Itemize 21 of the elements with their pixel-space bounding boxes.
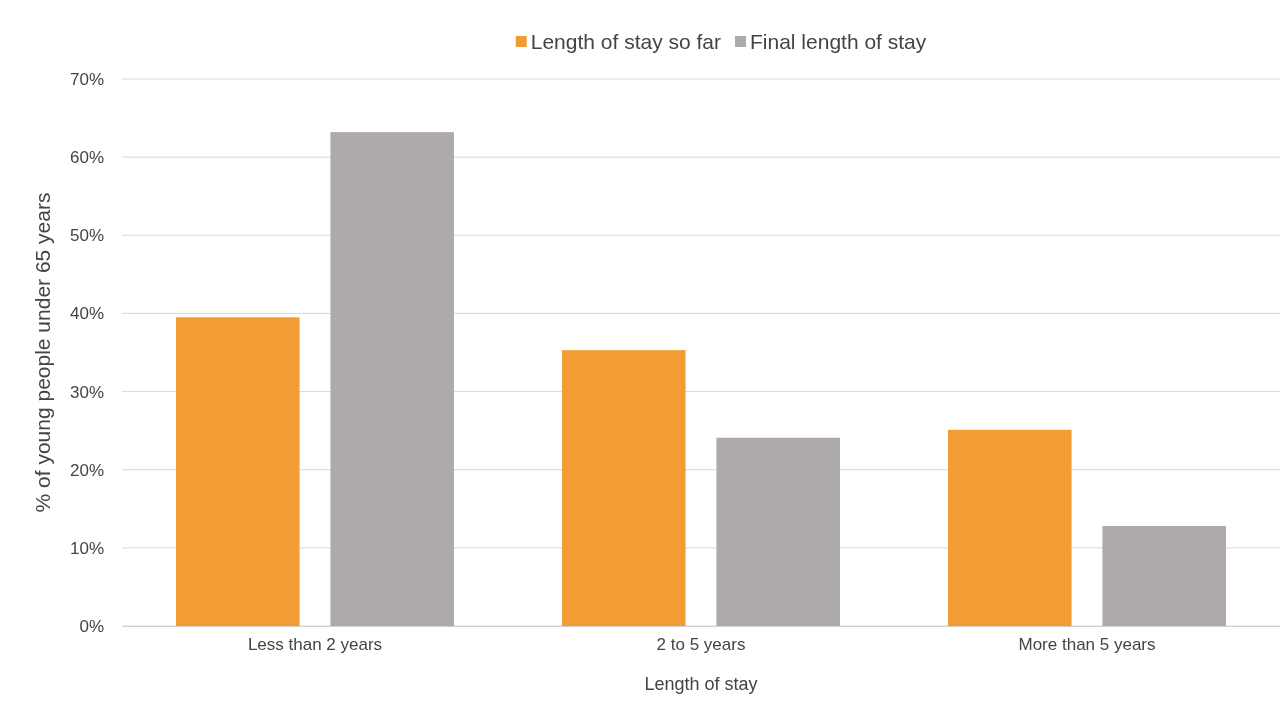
y-tick-label: 20% [69, 460, 104, 480]
y-tick-label: 10% [69, 538, 104, 558]
bar [330, 132, 454, 626]
y-tick-label: 60% [69, 148, 104, 168]
y-tick-label: 70% [69, 69, 104, 89]
x-axis-title: Length of stay [644, 674, 758, 694]
x-tick-label: Less than 2 years [247, 635, 383, 655]
bar [948, 429, 1072, 626]
bar [716, 437, 840, 626]
x-tick-label: 2 to 5 years [656, 635, 746, 655]
y-tick-label: 30% [69, 382, 104, 402]
y-tick-label: 50% [69, 226, 104, 246]
legend-label: Length of stay so far [530, 30, 722, 54]
y-axis-title: % of young people under 65 years [31, 192, 54, 513]
bar [176, 317, 300, 626]
y-tick-label: 40% [69, 304, 104, 324]
x-tick-label: More than 5 years [1018, 635, 1156, 655]
y-tick-label: 0% [79, 616, 104, 636]
bar [1102, 525, 1226, 626]
legend-label: Final length of stay [750, 30, 927, 54]
bar [562, 350, 686, 626]
